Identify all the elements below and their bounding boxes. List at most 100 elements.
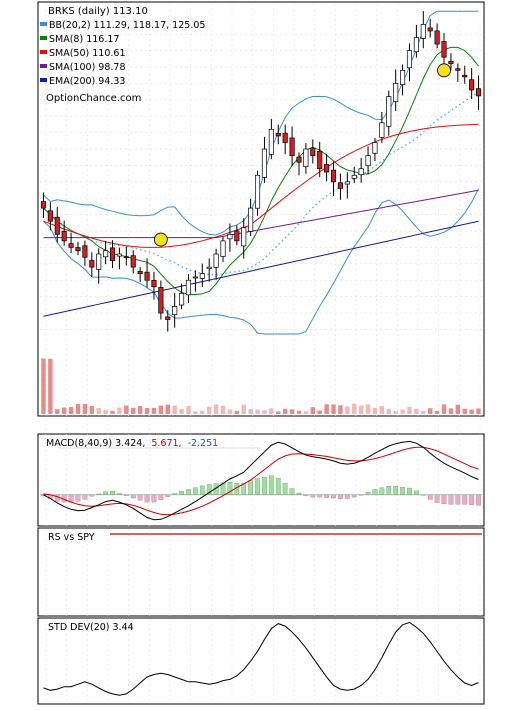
candle-up (393, 83, 399, 102)
candle-up (248, 207, 254, 232)
candle-down (324, 164, 330, 173)
volume-bar (151, 407, 157, 414)
candle-down (89, 260, 95, 268)
volume-bar (469, 409, 474, 414)
volume-bar (227, 409, 233, 414)
legend-sma100: SMA(100) 98.78 (49, 62, 126, 73)
macd-histogram-bar (310, 494, 316, 498)
macd-histogram-bar (434, 494, 440, 503)
sma50-line (43, 123, 479, 248)
macd-histogram-bar (282, 482, 288, 495)
macd-histogram-bar (441, 494, 447, 505)
macd-histogram-bar (151, 494, 157, 503)
volume-bar (61, 407, 67, 414)
candle-down (289, 137, 295, 156)
volume-bar (372, 407, 378, 414)
volume-bar (345, 406, 350, 414)
candle-down (234, 230, 240, 242)
volume-bar (241, 404, 246, 414)
candle-up (420, 24, 426, 39)
macd-histogram-bar (344, 494, 350, 499)
candle-up (351, 174, 357, 179)
volume-bar (68, 407, 74, 414)
volume-bar (117, 407, 122, 414)
candle-up (303, 148, 309, 168)
volume-bar (289, 409, 295, 414)
candle-up (344, 181, 350, 185)
volume-bar (103, 410, 108, 414)
candle-down (296, 156, 302, 163)
volume-bar (434, 410, 440, 414)
rs-label: RS vs SPY (48, 532, 95, 543)
candle-up (220, 240, 226, 257)
macd-histogram-bar (186, 489, 191, 495)
candle-down (47, 210, 53, 222)
volume-bar (96, 407, 101, 414)
candle-up (192, 276, 198, 279)
candle-up (365, 155, 371, 167)
volume-bar (296, 410, 302, 414)
chart-title: BRKS (daily) 113.10 (48, 6, 148, 17)
bb-lower-line (43, 188, 479, 335)
candle-up (116, 253, 122, 257)
candle-down (82, 245, 88, 258)
candle-up (379, 122, 385, 138)
candle-down (137, 271, 143, 275)
volume-bar (407, 406, 412, 414)
volume-bar (441, 404, 447, 414)
candle-up (241, 227, 247, 247)
candle-down (68, 243, 74, 248)
macd-histogram-bar (379, 487, 385, 495)
candle-up (413, 37, 419, 53)
macd-histogram-bar (414, 490, 419, 495)
volume-bar (165, 404, 170, 414)
legend-swatch-sma100 (40, 64, 47, 68)
volume-bar (89, 406, 94, 414)
macd-histogram-bar (407, 487, 412, 495)
candle-down (54, 216, 60, 235)
candle-down (434, 30, 440, 45)
macd-histogram-bar (227, 482, 233, 495)
volume-bar (213, 404, 219, 414)
macd-histogram-bar (130, 494, 136, 499)
candle-down (462, 74, 468, 78)
candle-down (144, 271, 150, 281)
macd-histogram-bar (462, 494, 468, 505)
macd-histogram-bar (262, 477, 267, 495)
volume-bar (41, 358, 46, 414)
volume-bar (455, 404, 461, 414)
volume-bar (379, 406, 385, 414)
candle-down (40, 201, 47, 209)
volume-bar (462, 408, 467, 414)
candle-down (427, 27, 433, 32)
macd-histogram-bar (469, 494, 474, 505)
macd-histogram-bar (427, 494, 433, 500)
volume-bar (55, 409, 60, 414)
volume-bar (476, 408, 481, 414)
macd-histogram-bar (206, 484, 212, 495)
legend-swatch-sma8 (40, 36, 47, 40)
macd-histogram-bar (351, 494, 357, 498)
macd-histogram-bar (448, 494, 454, 505)
macd-histogram-bar (199, 485, 205, 495)
macd-line (43, 440, 479, 521)
volume-bar (75, 404, 81, 414)
macd-label: MACD(8,40,9) 3.424, 5.671, -2.251 (46, 438, 218, 449)
volume-bar (248, 409, 253, 414)
candle-up (179, 293, 185, 306)
legend-sma50: SMA(50) 110.61 (49, 48, 126, 59)
candle-down (337, 182, 343, 189)
price-panel-frame (37, 1, 485, 417)
macd-histogram-bar (248, 480, 253, 495)
bb-upper-line (43, 10, 479, 236)
legend-swatch-sma50 (40, 50, 47, 54)
candle-up (213, 253, 219, 268)
legend-sma8: SMA(8) 116.17 (49, 34, 119, 45)
macd-histogram-bar (338, 494, 343, 500)
candle-up (358, 168, 364, 176)
macd-histogram-bar (255, 478, 260, 495)
sma8-line (43, 46, 479, 296)
macd-histogram-bar (420, 494, 426, 496)
volume-bar (400, 409, 405, 414)
